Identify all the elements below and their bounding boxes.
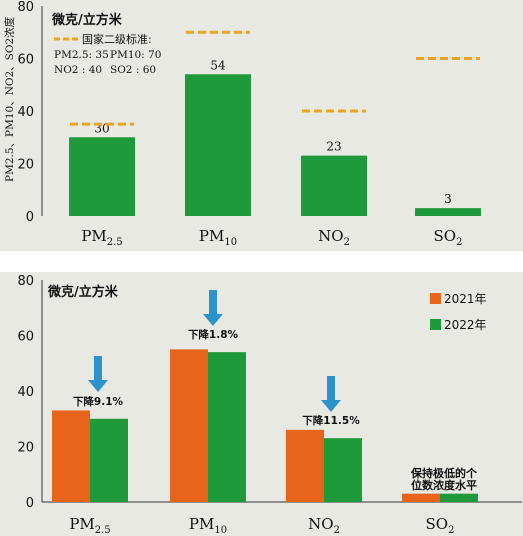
legend-label: 2022年	[444, 318, 487, 332]
bar-2022	[185, 74, 251, 216]
y-tick-label: 60	[17, 53, 34, 68]
chart-2-svg: 0 20 40 60 80 微克/立方米 2021年 2022年 PM2.5 PM10 NO2 SO2…	[17, 274, 522, 536]
y-tick-label: 40	[17, 385, 34, 400]
down-arrow-icon	[321, 376, 341, 412]
bar-2021	[52, 410, 90, 502]
chart-panel-2022-vs-standard: 0 20 40 60 80 PM2.5、PM10、NO2、SO2浓度 微克/立方米国家二级标…	[0, 0, 523, 251]
unit-label: 微克/立方米	[51, 12, 123, 28]
x-tick-label: PM2.5	[69, 515, 110, 536]
bar-value-label: 54	[210, 58, 226, 72]
x-tick-label: PM10	[189, 515, 227, 536]
down-arrow-icon	[88, 356, 108, 392]
bar-2022	[69, 137, 135, 216]
bar-2021	[402, 493, 440, 502]
x-tick-label: SO2	[434, 227, 463, 248]
so2-note: 保持极低的个位数浓度水平	[410, 466, 478, 492]
y-tick-label: 0	[26, 210, 34, 225]
bar-2022	[324, 438, 362, 502]
decrease-annotation: 下降9.1%	[73, 395, 124, 408]
x-tick-label: NO2	[318, 227, 350, 248]
bar-2021	[286, 429, 324, 502]
bar-2022	[208, 352, 246, 502]
standard-note: SO2 : 60	[110, 64, 156, 76]
down-arrow-icon	[203, 290, 223, 326]
standard-note: PM2.5: 35	[54, 49, 109, 61]
y-axis-label: PM2.5、PM10、NO2、SO2浓度	[3, 16, 16, 182]
x-tick-label: SO2	[426, 515, 455, 536]
chart-panel-2021-vs-2022: 0 20 40 60 80 微克/立方米 2021年 2022年 PM2.5 PM10 NO2 SO2…	[0, 272, 523, 536]
bar-2022	[440, 493, 478, 502]
y-tick-label: 20	[17, 158, 34, 173]
x-tick-label: PM10	[199, 227, 237, 248]
x-tick-label: PM2.5	[81, 227, 122, 248]
legend-swatch	[430, 319, 441, 330]
decrease-annotation: 下降11.5%	[302, 414, 360, 427]
legend-label: 2021年	[444, 292, 487, 306]
bar-value-label: 3	[444, 192, 452, 206]
decrease-annotation: 下降1.8%	[188, 328, 239, 341]
y-tick-label: 0	[26, 496, 34, 511]
y-tick-label: 80	[17, 0, 34, 15]
standard-note: NO2 : 40	[54, 64, 102, 76]
standard-note: PM10: 70	[110, 49, 161, 61]
y-tick-label: 20	[17, 441, 34, 456]
bar-value-label: 23	[326, 140, 341, 154]
bar-2021	[170, 349, 208, 502]
bar-2022	[415, 208, 481, 216]
standard-legend-label: 国家二级标准:	[82, 32, 152, 46]
legend-swatch	[430, 293, 441, 304]
unit-label: 微克/立方米	[47, 284, 119, 300]
bar-2022	[90, 418, 128, 502]
y-tick-label: 40	[17, 105, 34, 120]
y-tick-label: 60	[17, 330, 34, 345]
y-tick-label: 80	[17, 274, 34, 289]
x-tick-label: NO2	[308, 515, 340, 536]
bar-2022	[301, 155, 367, 216]
